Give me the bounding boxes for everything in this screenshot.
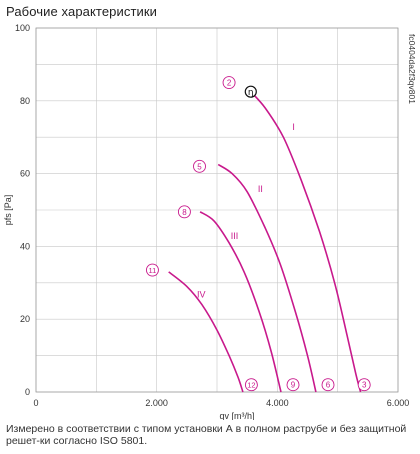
y-tick-label: 0 [25, 387, 30, 397]
curve-label: IV [197, 289, 206, 299]
plot-frame [35, 27, 399, 393]
point-marker-circle [193, 159, 206, 173]
point-marker-circle [177, 205, 191, 219]
y-tick-label: 20 [20, 314, 30, 324]
series-line-iii [199, 211, 282, 393]
curves [168, 91, 362, 393]
chart-title: Рабочие характеристики [6, 4, 158, 19]
x-tick-label: 2.000 [145, 398, 168, 408]
point-marker: 6 [321, 378, 335, 392]
point-marker-circle [321, 378, 335, 392]
point-marker-label: 12 [247, 381, 255, 390]
point-marker: 12 [244, 378, 258, 392]
footnote: Измерено в соответствии с типом установк… [6, 423, 407, 447]
point-marker-label: 5 [197, 162, 202, 171]
curve-label: I [292, 122, 295, 132]
optimum-marker-label: η [248, 88, 254, 98]
point-marker: 8 [177, 205, 191, 219]
y-tick-label: 40 [20, 241, 30, 251]
point-marker-circle [286, 378, 300, 392]
y-tick-label: 100 [15, 23, 30, 33]
point-marker-label: 9 [291, 381, 296, 390]
point-marker-label: 2 [227, 79, 232, 88]
point-marker-circle [145, 263, 159, 277]
x-tick-label: 0 [33, 398, 38, 408]
optimum-marker: η [244, 85, 257, 98]
optimum-marker-circle [244, 85, 257, 98]
series-line-i [250, 91, 362, 393]
x-axis-label: qv [m³/h] [219, 411, 254, 420]
x-tick-label: 4.000 [266, 398, 289, 408]
point-marker: 11 [145, 263, 159, 277]
point-marker-label: 8 [182, 208, 187, 217]
y-axis-label: pfs [Pa] [3, 195, 13, 226]
point-marker-circle [222, 76, 236, 90]
point-marker-label: 6 [326, 381, 331, 390]
curve-label: III [231, 231, 239, 241]
series-line-iv [168, 271, 244, 393]
point-marker: 9 [286, 378, 300, 392]
point-marker-label: 11 [149, 266, 157, 275]
point-marker-label: 3 [362, 381, 367, 390]
curve-label: II [258, 184, 263, 194]
grid [35, 27, 399, 393]
x-tick-label: 6.000 [387, 398, 410, 408]
tick-labels: 0 2.000 4.000 6.000 0 20 40 60 80 100 [15, 23, 409, 408]
point-marker: 2 [222, 76, 236, 90]
y-tick-label: 80 [20, 96, 30, 106]
y-tick-label: 60 [20, 169, 30, 179]
point-marker: 3 [357, 378, 371, 392]
series-line-ii [217, 163, 317, 393]
axes [35, 27, 399, 393]
chart-code-label: fc0404da2f3qv801 [407, 34, 417, 104]
point-marker-circle [357, 378, 371, 392]
point-marker-circle [244, 378, 258, 392]
point-marker: 5 [193, 159, 206, 173]
